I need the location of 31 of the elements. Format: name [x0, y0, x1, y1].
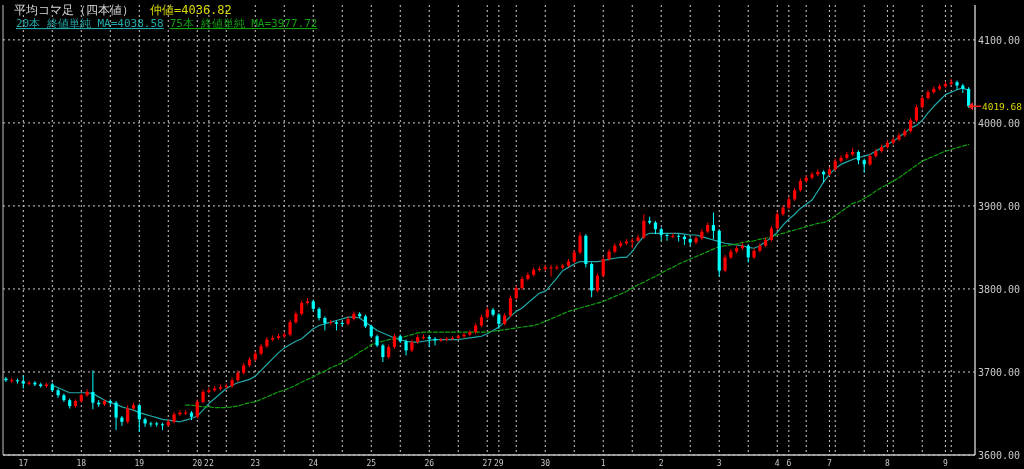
text: 75本 終値単純 MA=3977.72 [169, 17, 318, 30]
x-tick-label: 18 [76, 459, 87, 468]
y-tick-label: 3900.00 [978, 200, 1021, 212]
y-tick-label: 3700.00 [978, 366, 1021, 378]
x-tick-label: 9 [943, 459, 949, 468]
y-tick-label: 4000.00 [978, 117, 1021, 129]
x-tick-label: 22 [204, 459, 214, 468]
x-tick-label: 25 [366, 459, 377, 468]
y-tick-label: 3600.00 [978, 450, 1021, 461]
y-tick-label: 3800.00 [978, 283, 1021, 295]
x-tick-label: 23 [250, 459, 261, 468]
x-tick-label: 3 [716, 459, 722, 468]
x-tick-label: 2 [658, 459, 664, 468]
y-tick-label: 4100.00 [978, 34, 1021, 46]
x-tick-label: 27 [482, 459, 493, 468]
x-tick-label: 19 [134, 459, 145, 468]
x-tick-label: 6 [786, 459, 792, 468]
x-tick-label: 17 [18, 459, 29, 468]
x-tick-label: 4 [774, 459, 780, 468]
x-tick-label: 30 [540, 459, 551, 468]
text: 4019.68 [981, 101, 1023, 113]
annotation: 仲値=4036.82 [150, 3, 232, 17]
x-tick-label: 26 [424, 459, 435, 468]
x-tick-label: 7 [827, 459, 833, 468]
x-tick-label: 24 [308, 459, 319, 468]
chart-title: 平均コマ足（四本値） [14, 3, 134, 17]
x-tick-label: 20 [192, 459, 203, 468]
text: 20本 終値単純 MA=4038.58 [16, 17, 164, 30]
x-tick-label: 8 [885, 459, 891, 468]
x-tick-label: 29 [494, 459, 504, 468]
x-tick-label: 1 [600, 459, 606, 468]
